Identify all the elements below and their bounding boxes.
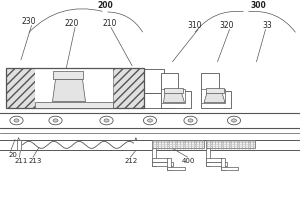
Text: 230: 230 <box>21 17 36 26</box>
Bar <box>152 140 204 148</box>
Bar <box>206 158 222 162</box>
Circle shape <box>14 119 19 122</box>
Text: 213: 213 <box>28 158 42 164</box>
Circle shape <box>104 119 109 122</box>
Text: 210: 210 <box>102 19 117 28</box>
Circle shape <box>232 119 236 122</box>
Bar <box>201 89 225 103</box>
Text: 200: 200 <box>97 1 113 10</box>
Text: 320: 320 <box>219 21 234 30</box>
Circle shape <box>227 116 241 125</box>
Bar <box>160 89 184 103</box>
Bar <box>160 91 190 108</box>
Bar <box>144 93 174 108</box>
Circle shape <box>49 116 62 125</box>
Bar <box>160 73 178 91</box>
Bar <box>6 68 34 108</box>
Bar <box>152 158 168 162</box>
Circle shape <box>188 119 193 122</box>
Bar <box>6 68 144 108</box>
Bar <box>206 162 226 166</box>
Bar <box>34 68 112 108</box>
Polygon shape <box>204 93 225 103</box>
Polygon shape <box>52 79 86 102</box>
Circle shape <box>53 119 58 122</box>
Bar <box>220 158 225 170</box>
Text: 400: 400 <box>182 158 195 164</box>
Bar <box>206 140 255 148</box>
Circle shape <box>148 119 152 122</box>
Bar <box>206 148 210 166</box>
Bar <box>164 88 183 93</box>
Circle shape <box>184 116 197 125</box>
Bar <box>167 158 171 170</box>
Circle shape <box>100 116 113 125</box>
Polygon shape <box>164 93 184 103</box>
Bar <box>206 88 224 93</box>
Text: 211: 211 <box>14 158 28 164</box>
Text: 300: 300 <box>250 1 266 10</box>
Text: 220: 220 <box>65 19 79 28</box>
Circle shape <box>143 116 157 125</box>
Bar <box>52 71 83 79</box>
Bar <box>112 68 144 108</box>
Text: 33: 33 <box>262 21 272 30</box>
Bar <box>34 102 112 108</box>
Bar <box>152 162 172 166</box>
Text: 20: 20 <box>8 152 17 158</box>
Circle shape <box>10 116 23 125</box>
Text: 212: 212 <box>124 158 138 164</box>
Bar <box>167 167 184 170</box>
Bar <box>17 140 21 150</box>
Text: 310: 310 <box>188 21 202 30</box>
Bar <box>201 91 231 108</box>
Bar <box>201 73 219 91</box>
Bar <box>220 167 238 170</box>
Bar <box>144 69 164 93</box>
Bar <box>152 148 156 166</box>
